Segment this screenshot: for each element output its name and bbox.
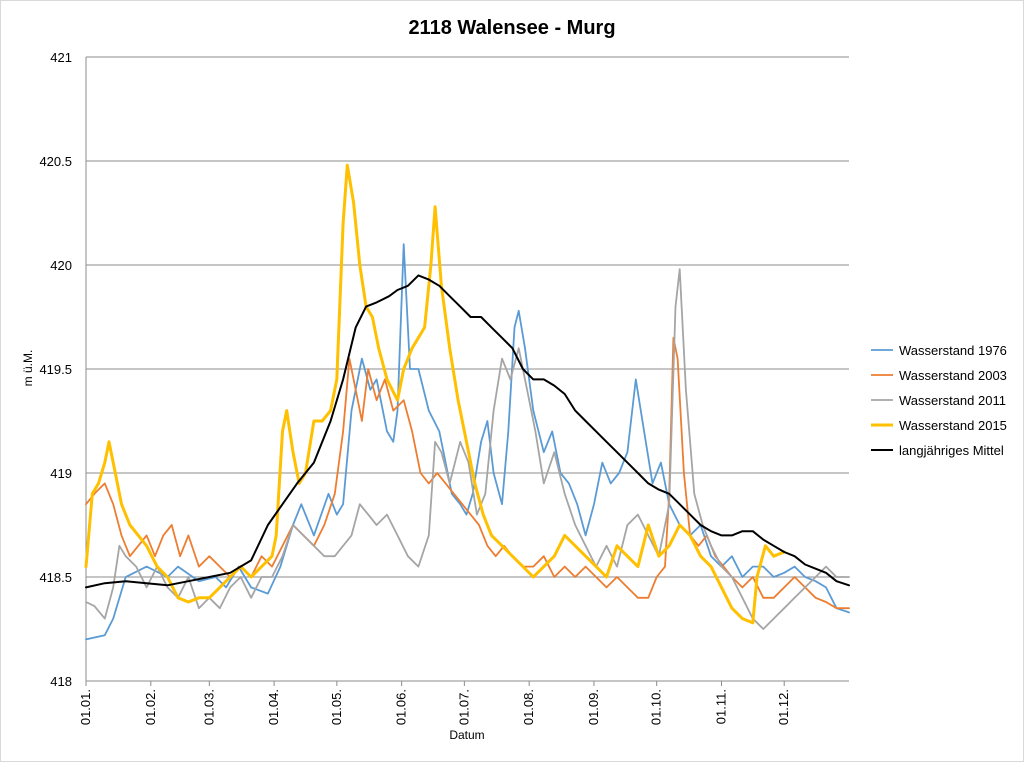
x-tick-label: 01.02.	[143, 689, 158, 725]
legend-label: Wasserstand 2011	[899, 393, 1006, 408]
series-line-2	[85, 268, 850, 630]
legend-label: Wasserstand 2015	[899, 418, 1007, 433]
series-line-3	[84, 163, 786, 625]
x-tick-label: 01.09.	[586, 689, 601, 725]
y-tick-label: 419	[50, 466, 72, 481]
x-tick-label: 01.04.	[266, 689, 281, 725]
x-tick-label: 01.07.	[456, 689, 471, 725]
series-lines	[84, 163, 850, 641]
y-tick-label: 419.5	[39, 362, 72, 377]
series-line-4	[85, 274, 850, 589]
x-tick-label: 01.11.	[713, 689, 728, 724]
x-tick-label: 01.06.	[394, 689, 409, 725]
x-tick-label: 01.08.	[521, 689, 536, 725]
y-axis-ticks: 418 418.5 419 419.5 420 420.5 421	[39, 50, 72, 689]
chart-title: 2118 Walensee - Murg	[408, 17, 615, 39]
y-tick-label: 420.5	[39, 154, 72, 169]
y-tick-label: 420	[50, 258, 72, 273]
gridlines	[86, 56, 849, 682]
x-tick-label: 01.12.	[776, 689, 791, 725]
legend-label: Wasserstand 2003	[899, 368, 1007, 383]
y-tick-label: 418.5	[39, 570, 72, 585]
x-axis-ticks: 01.01. 01.02. 01.03. 01.04. 01.05. 01.06. 01.0…	[78, 681, 791, 725]
x-tick-label: 01.10.	[649, 689, 664, 725]
x-tick-label: 01.01.	[78, 689, 93, 725]
y-tick-label: 418	[50, 674, 72, 689]
series-line-0	[85, 243, 850, 641]
legend-label: langjähriges Mittel	[899, 443, 1004, 458]
y-tick-label: 421	[50, 50, 72, 65]
x-tick-label: 01.05.	[329, 689, 344, 725]
y-axis-label: m ü.M.	[21, 350, 35, 387]
legend-label: Wasserstand 1976	[899, 343, 1007, 358]
x-axis-label: Datum	[449, 728, 484, 742]
legend: Wasserstand 1976 Wasserstand 2003 Wasserst…	[871, 343, 1007, 458]
x-tick-label: 01.03.	[201, 689, 216, 725]
